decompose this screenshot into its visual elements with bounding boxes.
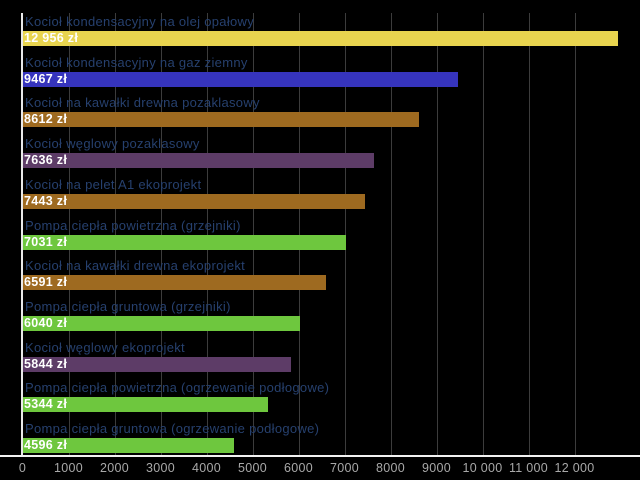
x-tick-label: 4000 (191, 461, 222, 475)
category-label: Kocioł na kawałki drewna pozaklasowy (25, 95, 260, 111)
bar (22, 234, 346, 250)
category-label: Pompa ciepła gruntowa (grzejniki) (25, 299, 231, 315)
gridline (482, 13, 484, 455)
category-label: Kocioł kondensacyjny na olej opałowy (25, 14, 255, 29)
x-tick-label: 3000 (145, 461, 176, 475)
category-label: Pompa ciepła powietrzna (ogrzewanie podł… (25, 380, 330, 396)
x-tick-label: 8000 (375, 461, 406, 475)
value-label: 7636 zł (24, 153, 68, 168)
gridline (206, 13, 208, 455)
gridline (436, 13, 438, 455)
gridline (68, 13, 70, 455)
gridline (298, 13, 300, 455)
value-label: 4596 zł (24, 438, 68, 453)
bar (22, 71, 458, 87)
value-label: 8612 zł (24, 112, 68, 127)
bar (22, 438, 234, 454)
y-axis-zero-line (21, 13, 23, 455)
gridline (252, 13, 254, 455)
category-label: Kocioł węglowy pozaklasowy (25, 136, 200, 152)
x-tick-label: 9000 (421, 461, 452, 475)
gridline (160, 13, 162, 455)
gridline (528, 13, 530, 455)
gridline (114, 13, 116, 455)
category-label: Kocioł na pelet A1 ekoprojekt (25, 176, 202, 192)
x-tick-label: 2000 (99, 461, 130, 475)
category-label: Kocioł węglowy ekoprojekt (25, 339, 185, 355)
category-label: Pompa ciepła powietrzna (grzejniki) (25, 217, 241, 233)
value-label: 5844 zł (24, 356, 68, 371)
x-axis-line (0, 455, 640, 457)
bar (22, 31, 619, 46)
x-tick-label: 11 000 (508, 461, 549, 475)
x-tick-label: 0 (18, 461, 27, 475)
category-label: Pompa ciepła gruntowa (ogrzewanie podłog… (25, 421, 320, 437)
value-label: 6591 zł (24, 275, 68, 290)
value-label: 12 956 zł (24, 31, 79, 45)
x-tick-label: 6000 (283, 461, 314, 475)
bar (22, 356, 292, 372)
gridline (574, 13, 576, 455)
category-label: Kocioł kondensacyjny na gaz ziemny (25, 54, 248, 70)
x-tick-label: 1000 (53, 461, 84, 475)
value-label: 6040 zł (24, 316, 68, 331)
x-tick-label: 10 000 (462, 461, 503, 475)
x-tick-label: 5000 (237, 461, 268, 475)
bar (22, 397, 269, 413)
gridline (390, 13, 392, 455)
bar (22, 153, 374, 169)
bar (22, 112, 419, 128)
value-label: 7031 zł (24, 234, 68, 249)
x-tick-label: 12 000 (554, 461, 595, 475)
value-label: 5344 zł (24, 397, 68, 412)
bar (22, 316, 301, 332)
category-label: Kocioł na kawałki drewna ekoprojekt (25, 258, 246, 274)
bar (22, 193, 365, 209)
value-label: 9467 zł (24, 71, 68, 86)
x-tick-label: 7000 (329, 461, 360, 475)
value-label: 7443 zł (24, 193, 68, 208)
gridline (344, 13, 346, 455)
bar (22, 275, 326, 291)
